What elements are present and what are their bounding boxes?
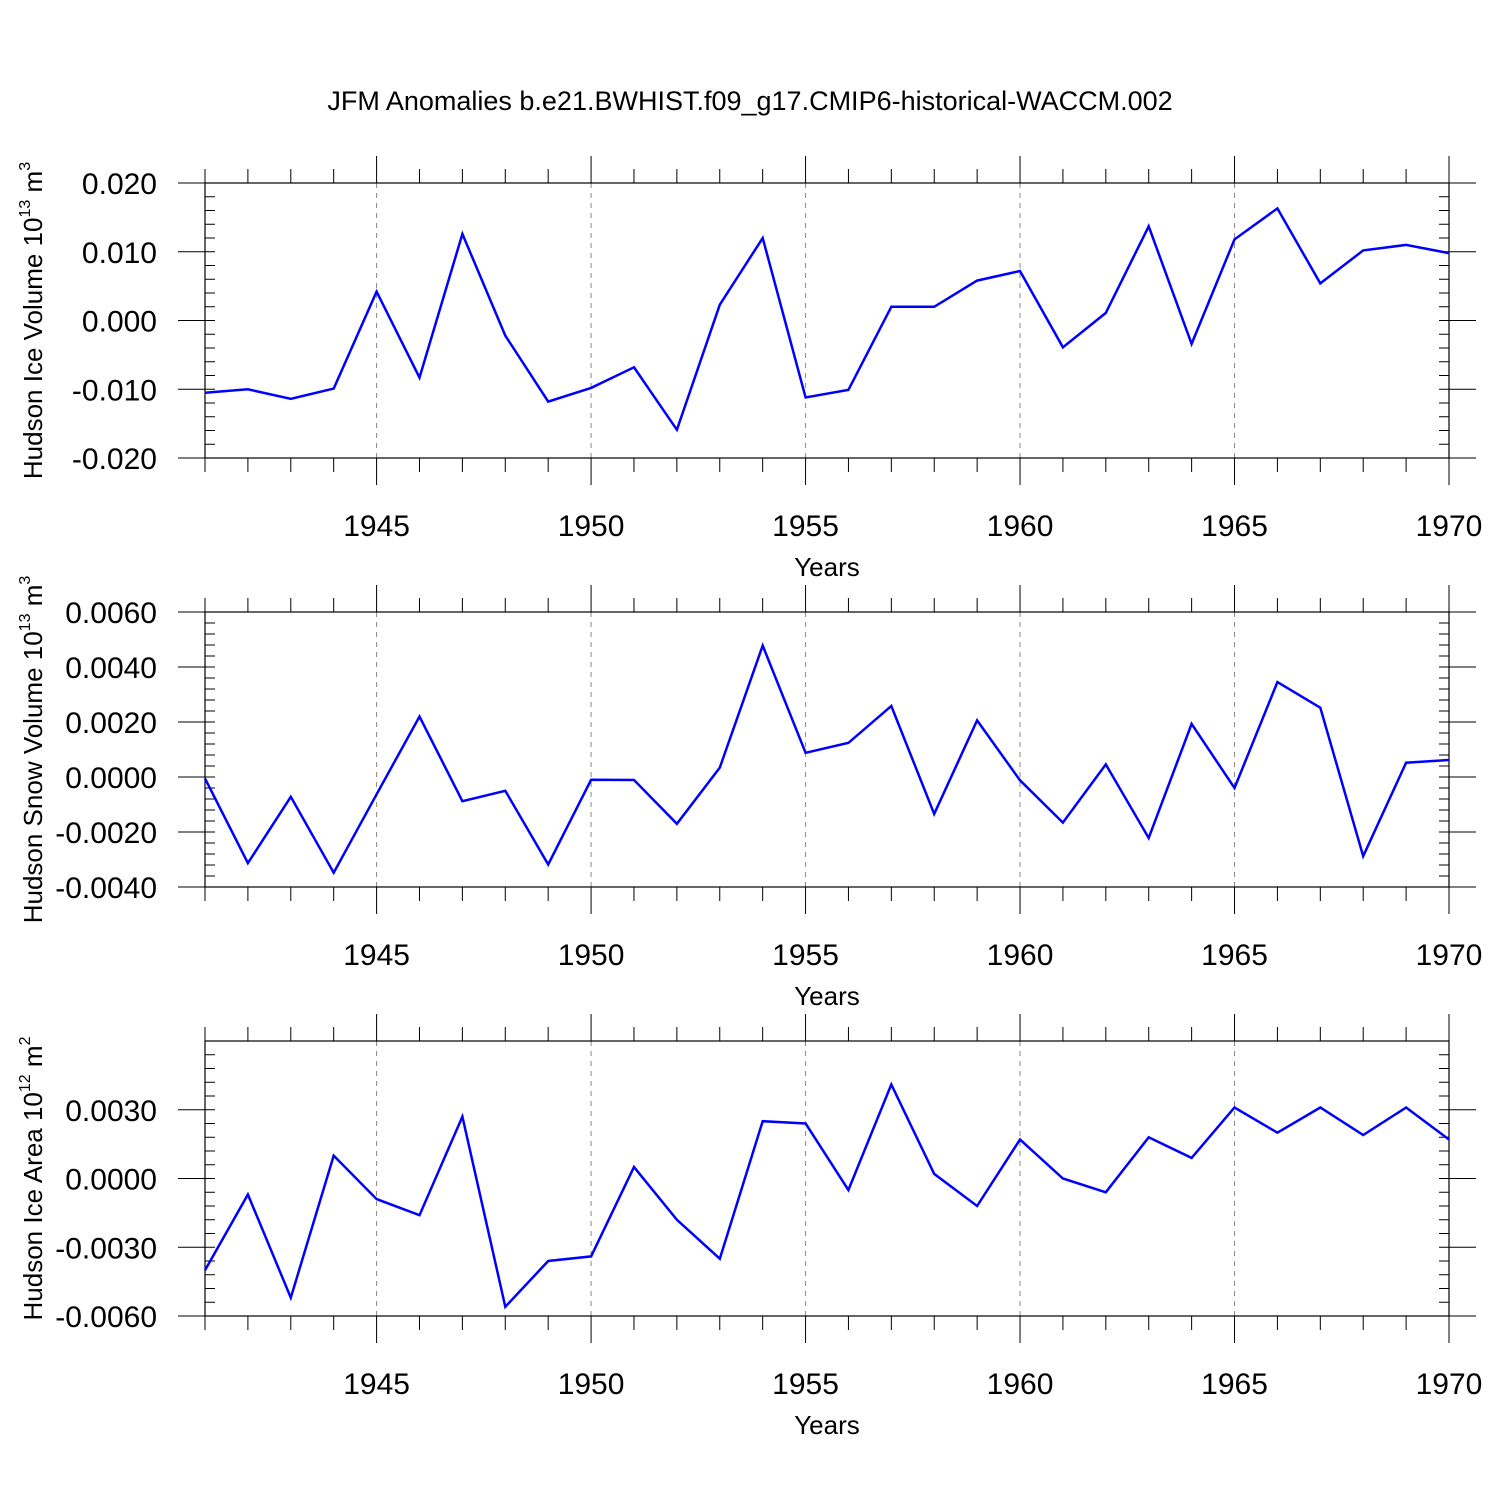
- x-tick-label: 1960: [987, 1368, 1054, 1401]
- x-tick-label: 1965: [1201, 939, 1268, 972]
- x-tick-label: 1955: [772, 510, 839, 543]
- y-tick-label: 0.0020: [65, 707, 157, 740]
- y-axis-label: Hudson Ice Area 1012 m2: [17, 1036, 48, 1320]
- chart-title: JFM Anomalies b.e21.BWHIST.f09_g17.CMIP6…: [327, 86, 1172, 116]
- x-axis-label: Years: [794, 1410, 860, 1440]
- x-tick-label: 1945: [343, 1368, 410, 1401]
- x-tick-label: 1950: [558, 939, 625, 972]
- x-tick-label: 1965: [1201, 510, 1268, 543]
- y-tick-label: 0.0060: [65, 597, 157, 630]
- x-tick-label: 1970: [1416, 939, 1483, 972]
- y-tick-label: 0.0040: [65, 652, 157, 685]
- y-tick-label: -0.010: [72, 374, 157, 407]
- y-axis-label: Hudson Snow Volume 1013 m3: [17, 576, 48, 924]
- x-tick-label: 1965: [1201, 1368, 1268, 1401]
- y-tick-label: -0.0020: [55, 817, 157, 850]
- y-tick-label: -0.0040: [55, 872, 157, 905]
- chart-panel-1: 0.020 0.010 0.000 -0.010 -0.020 1945 1950 1955 1…: [17, 156, 1482, 582]
- plot-frame: [204, 611, 1450, 888]
- y-tick-label: 0.0000: [65, 762, 157, 795]
- x-tick-label: 1960: [987, 510, 1054, 543]
- x-tick-label: 1950: [558, 510, 625, 543]
- x-tick-label: 1970: [1416, 1368, 1483, 1401]
- y-tick-label: -0.020: [72, 443, 157, 476]
- chart-panels: 0.020 0.010 0.000 -0.010 -0.020 1945 1950 1955 1…: [17, 156, 1482, 1440]
- x-tick-label: 1950: [558, 1368, 625, 1401]
- y-tick-label: -0.0030: [55, 1232, 157, 1265]
- x-axis-label: Years: [794, 552, 860, 582]
- y-axis-label: Hudson Ice Volume 1013 m3: [17, 162, 48, 479]
- x-axis-label: Years: [794, 981, 860, 1011]
- x-tick-label: 1955: [772, 939, 839, 972]
- x-tick-label: 1945: [343, 939, 410, 972]
- y-tick-label: -0.0060: [55, 1301, 157, 1334]
- series-line: [203, 1081, 1450, 1310]
- x-tick-label: 1970: [1416, 510, 1483, 543]
- y-tick-label: 0.0030: [65, 1095, 157, 1128]
- y-tick-label: 0.000: [82, 306, 157, 339]
- chart-panel-2: 0.0060 0.0040 0.0020 0.0000 -0.0020 -0.0040 19…: [17, 576, 1482, 1011]
- chart-panel-3: 0.0030 0.0000 -0.0030 -0.0060 1945 1950 1955 19…: [17, 1014, 1482, 1440]
- y-tick-label: 0.0000: [65, 1164, 157, 1197]
- series-line: [204, 206, 1450, 433]
- x-tick-label: 1955: [772, 1368, 839, 1401]
- x-tick-label: 1945: [343, 510, 410, 543]
- x-tick-label: 1960: [987, 939, 1054, 972]
- series-line: [203, 642, 1450, 876]
- y-tick-label: 0.010: [82, 237, 157, 270]
- plot-frame: [204, 1040, 1450, 1317]
- y-tick-label: 0.020: [82, 168, 157, 201]
